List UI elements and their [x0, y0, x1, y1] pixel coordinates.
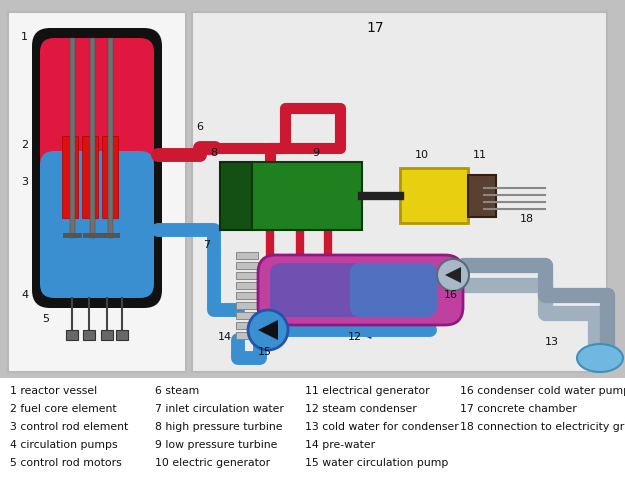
Bar	[400, 168, 468, 223]
Bar	[236, 332, 258, 339]
Text: 16 condenser cold water pump: 16 condenser cold water pump	[460, 386, 625, 396]
Bar	[236, 252, 258, 259]
Bar	[83, 233, 102, 238]
Polygon shape	[445, 267, 461, 283]
Bar	[63, 233, 82, 238]
Text: 4 circulation pumps: 4 circulation pumps	[10, 440, 117, 450]
Text: 3: 3	[21, 177, 28, 187]
Bar	[236, 272, 258, 279]
Bar	[220, 162, 252, 230]
Text: 15: 15	[258, 347, 272, 357]
Circle shape	[437, 259, 469, 291]
Text: 12 steam condenser: 12 steam condenser	[305, 404, 417, 414]
FancyBboxPatch shape	[258, 255, 463, 325]
Bar	[101, 233, 120, 238]
Text: 7 inlet circulation water: 7 inlet circulation water	[155, 404, 284, 414]
Bar	[90, 38, 95, 238]
Text: 2 fuel core element: 2 fuel core element	[10, 404, 117, 414]
Text: 1 reactor vessel: 1 reactor vessel	[10, 386, 97, 396]
Text: 9 low pressure turbine: 9 low pressure turbine	[155, 440, 278, 450]
Text: 10: 10	[415, 150, 429, 160]
Text: 3 control rod element: 3 control rod element	[10, 422, 128, 432]
FancyBboxPatch shape	[40, 38, 154, 190]
Text: 5: 5	[42, 314, 49, 324]
Text: 18: 18	[520, 214, 534, 224]
Text: 4: 4	[21, 290, 28, 300]
Text: 17 concrete chamber: 17 concrete chamber	[460, 404, 577, 414]
Text: 12: 12	[348, 332, 362, 342]
Bar	[83, 330, 95, 340]
Text: 15 water circulation pump: 15 water circulation pump	[305, 458, 448, 468]
Text: 14: 14	[218, 332, 232, 342]
Text: 13: 13	[545, 337, 559, 347]
Text: 14 pre-water: 14 pre-water	[305, 440, 375, 450]
Text: 7: 7	[203, 240, 210, 250]
Polygon shape	[258, 320, 278, 340]
Circle shape	[248, 310, 288, 350]
Bar	[236, 282, 258, 289]
Bar	[66, 330, 78, 340]
FancyBboxPatch shape	[32, 28, 162, 308]
Text: 17: 17	[366, 21, 384, 35]
Bar	[102, 136, 118, 218]
Bar	[236, 292, 258, 299]
Bar	[252, 162, 362, 230]
Text: 10 electric generator: 10 electric generator	[155, 458, 270, 468]
Bar	[0, 378, 625, 504]
Ellipse shape	[577, 344, 623, 372]
Text: 16: 16	[444, 290, 458, 300]
Bar	[108, 38, 113, 238]
Text: 6 steam: 6 steam	[155, 386, 199, 396]
FancyBboxPatch shape	[350, 263, 437, 317]
Bar	[236, 322, 258, 329]
Text: 9: 9	[312, 148, 319, 158]
Text: 6: 6	[196, 122, 203, 132]
Bar	[62, 136, 78, 218]
Bar	[236, 262, 258, 269]
FancyBboxPatch shape	[40, 151, 154, 298]
Bar	[82, 136, 98, 218]
Text: 18 connection to electricity grid: 18 connection to electricity grid	[460, 422, 625, 432]
Text: 2: 2	[21, 140, 28, 150]
Text: 1: 1	[21, 32, 28, 42]
Text: 11: 11	[473, 150, 487, 160]
Bar	[236, 302, 258, 309]
FancyBboxPatch shape	[270, 263, 425, 317]
Text: 13 cold water for condenser: 13 cold water for condenser	[305, 422, 459, 432]
Bar	[236, 312, 258, 319]
Text: 8 high pressure turbine: 8 high pressure turbine	[155, 422, 282, 432]
Bar	[468, 175, 496, 217]
Bar	[70, 38, 75, 238]
Bar	[116, 330, 128, 340]
Text: 8: 8	[210, 148, 217, 158]
Bar	[101, 330, 113, 340]
Bar	[192, 12, 607, 372]
Text: 11 electrical generator: 11 electrical generator	[305, 386, 429, 396]
Bar	[8, 12, 186, 372]
Text: 5 control rod motors: 5 control rod motors	[10, 458, 122, 468]
